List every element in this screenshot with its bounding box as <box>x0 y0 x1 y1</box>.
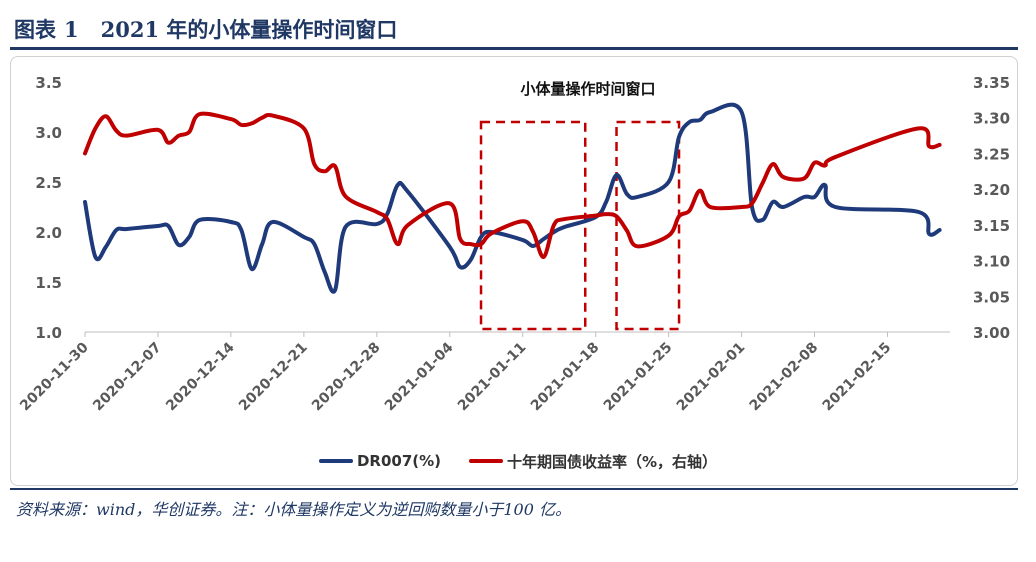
y-right-tick-label: 3.35 <box>973 74 1010 92</box>
legend-item-cgb10y: 十年期国债收益率（%，右轴） <box>469 451 717 472</box>
y-left-tick-label: 3.0 <box>35 124 62 142</box>
y-left-tick-label: 2.0 <box>35 224 62 242</box>
y-right-tick-label: 3.00 <box>973 324 1010 342</box>
highlight-window <box>479 120 587 331</box>
x-tick-label: 2021-01-25 <box>601 340 676 415</box>
header-rule <box>10 47 1018 50</box>
figure-header: 图表 1 2021 年的小体量操作时间窗口 <box>14 12 397 46</box>
legend-label-dr007: DR007(%) <box>356 452 442 470</box>
y-left-tick-label: 2.5 <box>35 174 62 192</box>
source-note: 资料来源：wind，华创证券。注：小体量操作定义为逆回购数量小于100 亿。 <box>16 500 571 519</box>
y-right-tick-label: 3.30 <box>973 110 1010 128</box>
x-tick-label: 2020-12-21 <box>236 340 311 415</box>
series-line-dr007 <box>83 102 942 294</box>
x-tick-label: 2020-12-28 <box>309 340 384 415</box>
figure-number: 1 <box>64 16 79 42</box>
footer-rule <box>10 488 1018 490</box>
y-right-tick-label: 3.10 <box>973 253 1010 271</box>
x-tick-label: 2020-11-30 <box>17 339 92 414</box>
legend-swatch-cgb10y <box>469 459 504 463</box>
x-tick-label: 2021-02-15 <box>820 340 895 415</box>
x-tick-label: 2021-02-01 <box>674 340 749 415</box>
x-tick-label: 2021-02-08 <box>747 340 822 415</box>
x-tick-label: 2020-12-14 <box>163 339 238 414</box>
y-left-tick-label: 1.0 <box>35 324 62 342</box>
figure-label: 图表 <box>14 17 56 42</box>
series-line-cgb10y <box>83 111 942 260</box>
x-tick-label: 2021-01-04 <box>382 339 457 414</box>
x-tick-label: 2020-12-07 <box>90 340 165 415</box>
x-tick-label: 2021-01-18 <box>528 340 603 415</box>
y-right-tick-label: 3.15 <box>973 217 1010 235</box>
x-tick-label: 2021-01-11 <box>455 340 530 415</box>
legend-swatch-dr007 <box>318 459 353 463</box>
y-right-tick-label: 3.25 <box>973 145 1010 163</box>
legend-item-dr007: DR007(%) <box>318 452 442 470</box>
highlight-window <box>615 120 681 331</box>
chart-legend: DR007(%) 十年期国债收益率（%，右轴） <box>0 448 1036 474</box>
chart-title: 小体量操作时间窗口 <box>520 80 655 98</box>
figure-title: 2021 年的小体量操作时间窗口 <box>100 17 398 42</box>
legend-label-cgb10y: 十年期国债收益率（%，右轴） <box>507 452 718 471</box>
y-left-tick-label: 1.5 <box>35 274 62 292</box>
chart-frame <box>10 56 1018 486</box>
y-right-tick-label: 3.05 <box>973 288 1010 306</box>
y-right-tick-label: 3.20 <box>973 181 1010 199</box>
y-left-tick-label: 3.5 <box>35 74 62 92</box>
